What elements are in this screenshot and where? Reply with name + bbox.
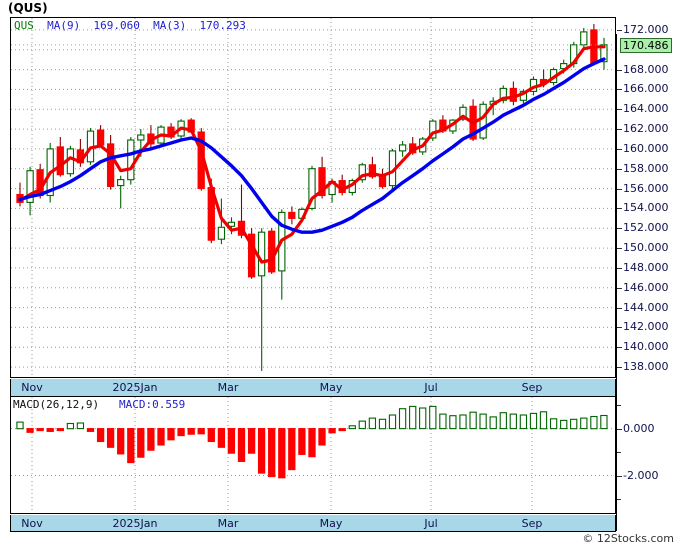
date-tick-label: Sep [521, 517, 543, 530]
axis-tick [617, 287, 622, 289]
price-tick-label: 172.000 [623, 22, 669, 36]
macd-legend: MACD(26,12,9) MACD:0.559 [13, 398, 185, 411]
axis-tick [617, 248, 622, 250]
axis-tick [617, 69, 622, 71]
price-tick-label: 156.000 [623, 181, 669, 195]
date-tick-label: Jul [424, 517, 438, 530]
price-tick-label: 162.000 [623, 122, 669, 136]
legend-ma3-value: 170.293 [199, 19, 246, 32]
price-tick-label: 142.000 [623, 320, 669, 334]
macd-axis: 0.000 -2.000 [616, 396, 680, 514]
axis-minor-tick [617, 452, 621, 454]
price-tick-label: 138.000 [623, 360, 669, 374]
footer-bar: © 12Stocks.com [0, 532, 680, 546]
date-tick-label: Mar [217, 517, 239, 530]
axis-tick [617, 29, 622, 31]
legend-ma3-label: MA(3) [153, 19, 187, 32]
legend-macd-label: MACD(26,12,9) [13, 398, 100, 411]
price-axis-rule [616, 34, 617, 531]
price-tick-label: 164.000 [623, 102, 669, 116]
axis-tick [617, 307, 622, 309]
axis-tick [617, 109, 622, 111]
axis-tick [617, 89, 622, 91]
axis-minor-tick [617, 405, 621, 407]
macd-tick-label: 0.000 [623, 421, 655, 435]
legend-macd-value: MACD:0.559 [118, 398, 186, 411]
price-tick-label: 160.000 [623, 141, 669, 155]
legend-ma9-value: 169.060 [93, 19, 140, 32]
price-tick-label: 140.000 [623, 340, 669, 354]
macd-chart-panel[interactable] [10, 396, 616, 514]
date-axis-upper: Nov 2025Jan Mar May Jul Sep [10, 379, 616, 396]
legend-ma9-label: MA(9) [47, 19, 81, 32]
macd-axis-rule [616, 396, 617, 514]
page-title: (QUS) [8, 1, 48, 15]
axis-tick [617, 228, 622, 230]
axis-tick [617, 148, 622, 150]
axis-tick [617, 475, 622, 477]
date-tick-label: Sep [521, 381, 543, 394]
date-tick-label: May [319, 381, 343, 394]
price-tick-label: 152.000 [623, 221, 669, 235]
title-bar: (QUS) [0, 0, 680, 16]
axis-tick [617, 428, 622, 430]
price-tick-label: 168.000 [623, 62, 669, 76]
macd-chart-canvas[interactable] [11, 397, 615, 513]
price-chart-canvas[interactable] [11, 18, 615, 377]
axis-tick [617, 129, 622, 131]
axis-tick [617, 267, 622, 269]
date-tick-label: May [319, 517, 343, 530]
legend-symbol: QUS [14, 19, 34, 32]
date-tick-label: Mar [217, 381, 239, 394]
date-tick-label: Nov [21, 381, 43, 394]
price-tick-label: 146.000 [623, 280, 669, 294]
date-tick-label: Jul [424, 381, 438, 394]
price-tick-label: 144.000 [623, 300, 669, 314]
axis-tick [617, 347, 622, 349]
price-chart-panel[interactable] [10, 17, 616, 378]
current-price-label: 170.486 [620, 37, 672, 53]
site-credit: © 12Stocks.com [582, 532, 674, 545]
price-tick-label: 150.000 [623, 241, 669, 255]
axis-tick [617, 208, 622, 210]
axis-tick [617, 168, 622, 170]
price-tick-label: 166.000 [623, 82, 669, 96]
price-tick-label: 148.000 [623, 260, 669, 274]
price-tick-label: 154.000 [623, 201, 669, 215]
date-tick-label: Nov [21, 517, 43, 530]
macd-tick-label: -2.000 [623, 468, 659, 482]
axis-tick [617, 367, 622, 369]
axis-minor-tick [617, 498, 621, 500]
price-tick-label: 158.000 [623, 161, 669, 175]
date-axis-lower: Nov 2025Jan Mar May Jul Sep [10, 515, 616, 532]
axis-tick [617, 327, 622, 329]
price-axis: 172.000 170.486 168.000 166.000 164.000 162.0… [616, 17, 680, 531]
axis-tick [617, 188, 622, 190]
date-tick-label: 2025Jan [112, 381, 158, 394]
date-tick-label: 2025Jan [112, 517, 158, 530]
price-legend: QUS MA(9) 169.060 MA(3) 170.293 [14, 19, 246, 32]
